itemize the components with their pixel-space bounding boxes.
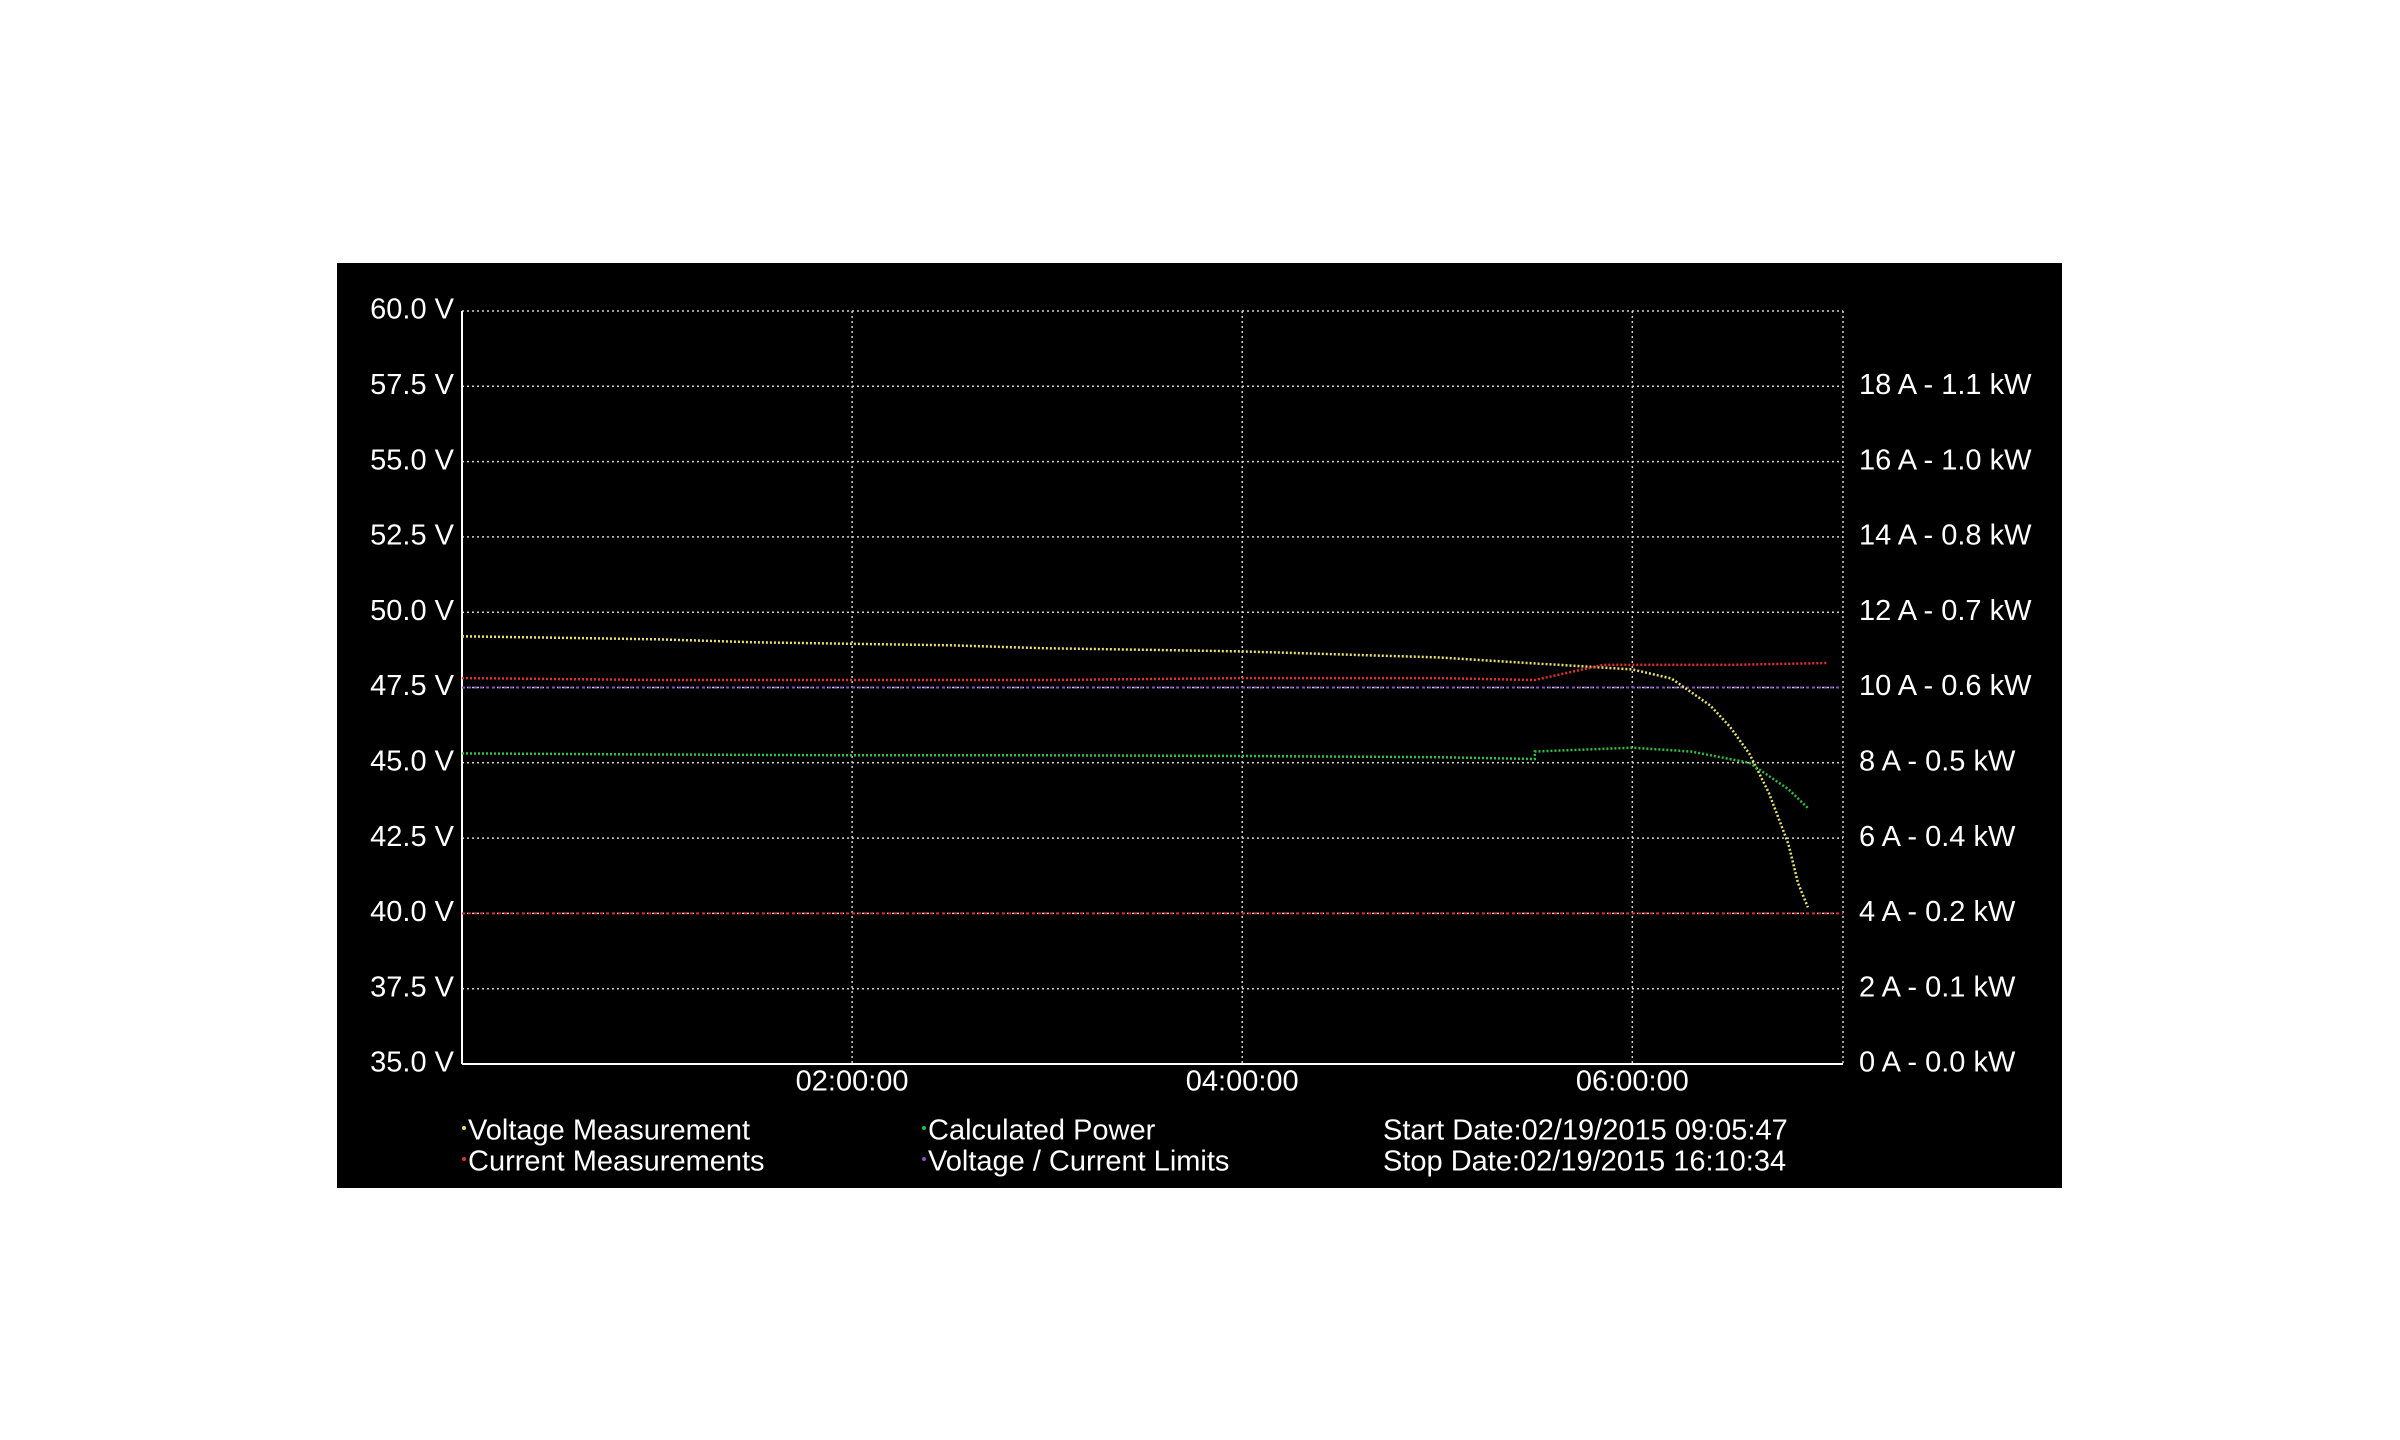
legend-marker — [922, 1126, 926, 1130]
y-tick-label: 60.0 V — [370, 294, 454, 326]
legend-label: Calculated Power — [928, 1115, 1156, 1147]
y-tick-label: 35.0 V — [370, 1047, 454, 1079]
y2-tick-label: 0 A - 0.0 kW — [1859, 1047, 2016, 1079]
y2-tick-label: 10 A - 0.6 kW — [1859, 670, 2032, 702]
y-tick-label: 37.5 V — [370, 971, 454, 1003]
x-tick-label: 06:00:00 — [1576, 1066, 1689, 1098]
x-tick-label: 04:00:00 — [1186, 1066, 1299, 1098]
series-line — [461, 746, 1809, 809]
y2-tick-label: 14 A - 0.8 kW — [1859, 520, 2032, 552]
y-tick-label: 45.0 V — [370, 745, 454, 777]
y2-tick-label: 4 A - 0.2 kW — [1859, 896, 2016, 928]
x-tick-label: 02:00:00 — [796, 1066, 909, 1098]
y2-tick-label: 2 A - 0.1 kW — [1859, 971, 2016, 1003]
y2-tick-label: 6 A - 0.4 kW — [1859, 821, 2016, 853]
y-tick-label: 47.5 V — [370, 670, 454, 702]
annotation: Start Date:02/19/2015 09:05:47 — [1383, 1115, 1788, 1147]
y2-tick-label: 16 A - 1.0 kW — [1859, 444, 2032, 476]
legend-marker — [922, 1157, 926, 1161]
legend-marker — [462, 1126, 466, 1130]
y-tick-label: 57.5 V — [370, 369, 454, 401]
y-tick-label: 55.0 V — [370, 444, 454, 476]
y-tick-label: 52.5 V — [370, 520, 454, 552]
chart-panel — [337, 263, 2062, 1188]
y-tick-label: 40.0 V — [370, 896, 454, 928]
series-line — [461, 635, 1810, 908]
y2-tick-label: 18 A - 1.1 kW — [1859, 369, 2032, 401]
y-tick-label: 42.5 V — [370, 821, 454, 853]
legend-label: Current Measurements — [468, 1146, 765, 1178]
y2-tick-label: 8 A - 0.5 kW — [1859, 745, 2016, 777]
series-line — [461, 661, 1828, 682]
annotation: Stop Date:02/19/2015 16:10:34 — [1383, 1146, 1786, 1178]
y-tick-label: 50.0 V — [370, 595, 454, 627]
y2-tick-label: 12 A - 0.7 kW — [1859, 595, 2032, 627]
legend-label: Voltage Measurement — [468, 1115, 750, 1147]
legend-label: Voltage / Current Limits — [928, 1146, 1229, 1178]
legend-marker — [462, 1157, 466, 1161]
